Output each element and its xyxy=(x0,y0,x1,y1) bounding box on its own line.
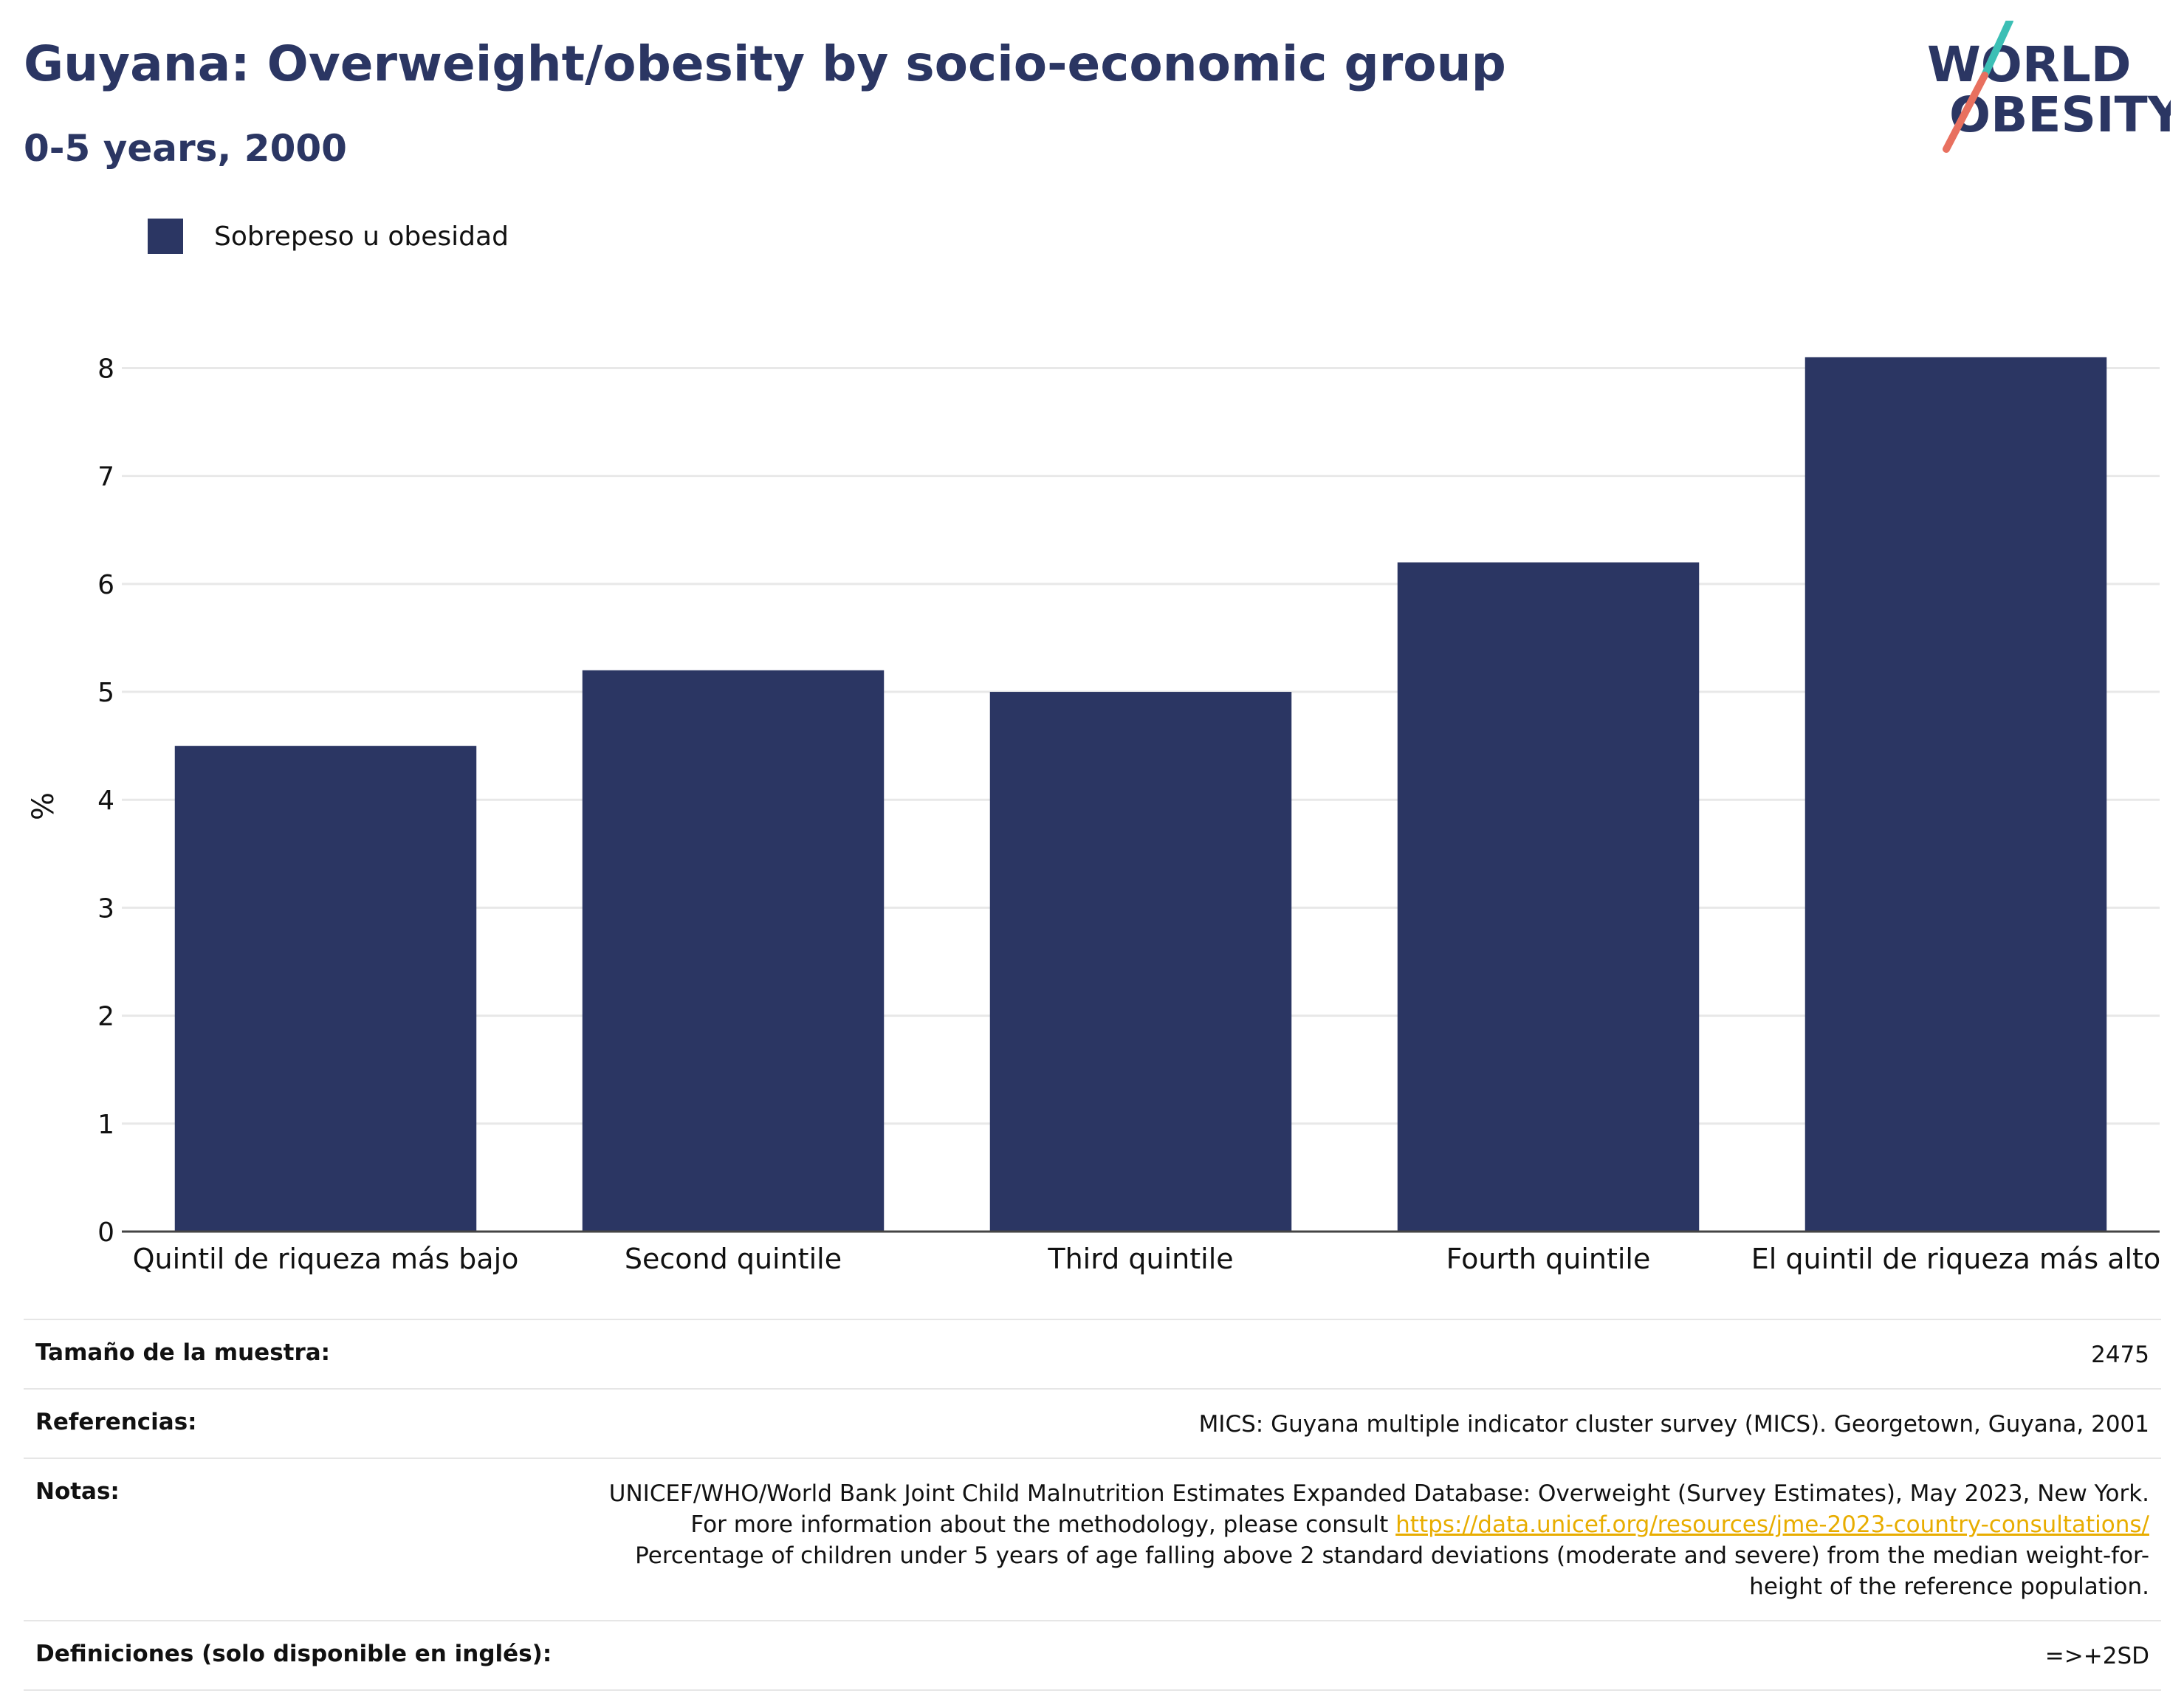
y-tick-label: 8 xyxy=(97,354,114,384)
notes-text: UNICEF/WHO/World Bank Joint Child Malnut… xyxy=(608,1480,2149,1538)
notes-link[interactable]: https://data.unicef.org/resources/jme-20… xyxy=(1395,1511,2149,1538)
sample-label: Tamaño de la muestra: xyxy=(35,1339,331,1366)
bar xyxy=(174,746,477,1232)
notes-value: UNICEF/WHO/World Bank Joint Child Malnut… xyxy=(584,1478,2149,1602)
world-obesity-logo: WORLD OBESITY xyxy=(1927,21,2171,153)
y-tick-label: 3 xyxy=(97,893,114,924)
references-value: MICS: Guyana multiple indicator cluster … xyxy=(1198,1411,2149,1438)
legend: Sobrepeso u obesidad xyxy=(148,219,509,254)
logo-slash-bottom xyxy=(1943,72,1988,153)
bar xyxy=(1397,562,1700,1232)
chart-title: Guyana: Overweight/obesity by socio-econ… xyxy=(24,35,1506,92)
bars xyxy=(174,357,2107,1232)
chart-subtitle: 0-5 years, 2000 xyxy=(24,127,347,170)
legend-swatch xyxy=(148,219,183,254)
y-tick-label: 2 xyxy=(97,1002,114,1032)
x-category-label: Fourth quintile xyxy=(1446,1243,1651,1275)
x-category-label: El quintil de riqueza más alto xyxy=(1751,1243,2160,1275)
x-axis-labels: Quintil de riqueza más bajo Second quinti… xyxy=(133,1243,2161,1275)
info-row-references: Referencias: MICS: Guyana multiple indic… xyxy=(24,1388,2161,1458)
y-axis-ticks: 0 1 2 3 4 5 6 7 8 xyxy=(97,354,114,1248)
definitions-value: =>+2SD xyxy=(2044,1643,2149,1669)
notes-definition: Percentage of children under 5 years of … xyxy=(635,1542,2149,1600)
info-row-sample: Tamaño de la muestra: 2475 xyxy=(24,1319,2161,1388)
info-table: Tamaño de la muestra: 2475 Referencias: … xyxy=(24,1319,2161,1691)
definitions-label: Definiciones (solo disponible en inglés)… xyxy=(35,1641,552,1667)
legend-label: Sobrepeso u obesidad xyxy=(214,221,509,252)
logo-line2: OBESITY xyxy=(1949,86,2171,143)
y-tick-label: 0 xyxy=(97,1218,114,1248)
y-axis-label: % xyxy=(27,792,61,820)
bar-chart: 0 1 2 3 4 5 6 7 8 Quintil de riqueza más bajo Sec… xyxy=(27,354,2161,1275)
bar xyxy=(1804,357,2107,1232)
y-tick-label: 6 xyxy=(97,570,114,600)
bar xyxy=(989,692,1292,1232)
y-tick-label: 7 xyxy=(97,462,114,492)
info-row-notes: Notas: UNICEF/WHO/World Bank Joint Child… xyxy=(24,1458,2161,1620)
y-tick-label: 1 xyxy=(97,1110,114,1140)
x-category-label: Third quintile xyxy=(1047,1243,1233,1275)
x-category-label: Second quintile xyxy=(625,1243,842,1275)
y-tick-label: 5 xyxy=(97,678,114,708)
logo-line1: WORLD xyxy=(1927,36,2132,93)
sample-value: 2475 xyxy=(2091,1342,2149,1368)
logo-slash-top xyxy=(1981,21,2013,79)
notes-label: Notas: xyxy=(35,1478,120,1505)
x-category-label: Quintil de riqueza más bajo xyxy=(133,1243,519,1275)
info-row-definitions: Definiciones (solo disponible en inglés)… xyxy=(24,1620,2161,1691)
bar xyxy=(582,670,885,1232)
y-tick-label: 4 xyxy=(97,786,114,816)
references-label: Referencias: xyxy=(35,1409,197,1435)
